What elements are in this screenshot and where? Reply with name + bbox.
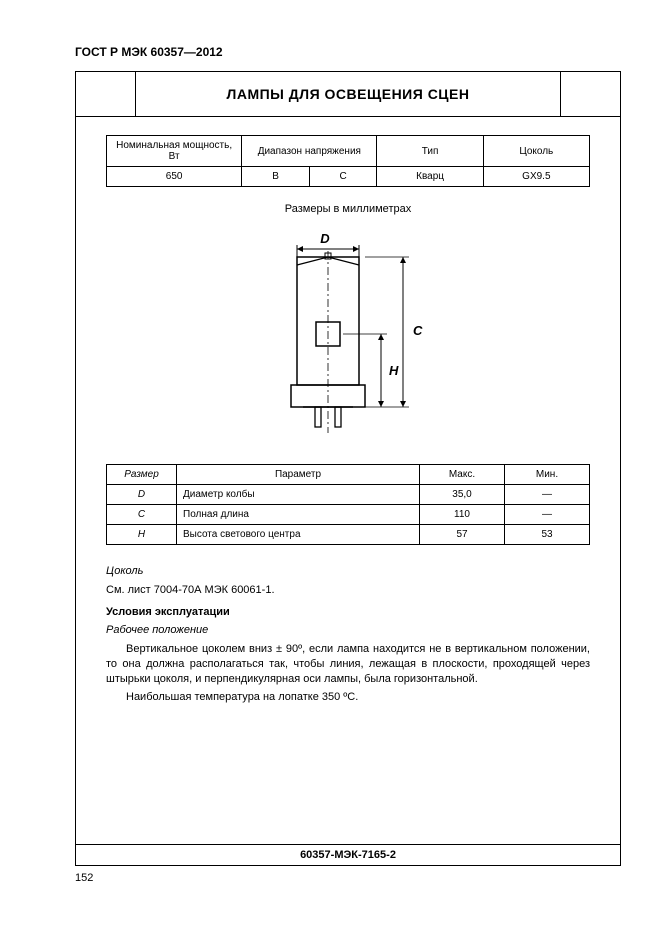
document-header: ГОСТ Р МЭК 60357—2012 — [75, 45, 621, 59]
sizes-table: Размер Параметр Макс. Мин. D Диаметр кол… — [106, 464, 590, 545]
temperature-paragraph: Наибольшая температура на лопатке 350 ºС… — [106, 690, 590, 705]
spec-cap: GX9.5 — [483, 167, 589, 187]
table-row: Номинальная мощность, Вт Диапазон напряж… — [107, 136, 590, 167]
table-row: H Высота светового центра 57 53 — [107, 525, 590, 545]
size-hdr-1: Параметр — [177, 465, 420, 485]
table-row: C Полная длина 110 — — [107, 505, 590, 525]
size-param: Диаметр колбы — [177, 485, 420, 505]
title-spacer-left — [76, 72, 136, 116]
size-min: 53 — [505, 525, 590, 545]
position-paragraph: Вертикальное цоколем вниз ± 90º, если ла… — [106, 642, 590, 687]
section-conditions-heading: Условия эксплуатации — [106, 606, 590, 618]
spec-voltage-b: B — [242, 167, 310, 187]
size-max: 35,0 — [420, 485, 505, 505]
size-hdr-0: Размер — [107, 465, 177, 485]
spec-header-cap: Цоколь — [483, 136, 589, 167]
page-title: ЛАМПЫ ДЛЯ ОСВЕЩЕНИЯ СЦЕН — [136, 72, 560, 116]
spec-header-power: Номинальная мощность, Вт — [107, 136, 242, 167]
title-row: ЛАМПЫ ДЛЯ ОСВЕЩЕНИЯ СЦЕН — [76, 72, 620, 117]
section-cap-heading: Цоколь — [106, 565, 590, 577]
table-row: D Диаметр колбы 35,0 — — [107, 485, 590, 505]
size-max: 57 — [420, 525, 505, 545]
spec-power: 650 — [107, 167, 242, 187]
size-hdr-2: Макс. — [420, 465, 505, 485]
size-min: — — [505, 485, 590, 505]
spec-header-voltage: Диапазон напряжения — [242, 136, 377, 167]
size-hdr-3: Мин. — [505, 465, 590, 485]
size-sym: H — [107, 525, 177, 545]
title-spacer-right — [560, 72, 620, 116]
page-number: 152 — [75, 872, 621, 884]
section-position-heading: Рабочее положение — [106, 624, 590, 636]
spec-type: Кварц — [377, 167, 483, 187]
dimensions-caption: Размеры в миллиметрах — [106, 203, 590, 215]
diagram-label-c: C — [413, 323, 423, 338]
spec-header-type: Тип — [377, 136, 483, 167]
size-max: 110 — [420, 505, 505, 525]
spec-voltage-c: C — [309, 167, 377, 187]
table-row: Размер Параметр Макс. Мин. — [107, 465, 590, 485]
diagram-label-h: H — [389, 363, 399, 378]
text-section: Цоколь См. лист 7004-70А МЭК 60061-1. Ус… — [106, 545, 590, 705]
footer-code: 60357-МЭК-7165-2 — [76, 844, 620, 865]
size-min: — — [505, 505, 590, 525]
size-param: Полная длина — [177, 505, 420, 525]
lamp-diagram: D — [106, 227, 590, 450]
table-row: 650 B C Кварц GX9.5 — [107, 167, 590, 187]
specification-table: Номинальная мощность, Вт Диапазон напряж… — [106, 135, 590, 187]
cap-reference: См. лист 7004-70А МЭК 60061-1. — [106, 583, 590, 598]
size-param: Высота светового центра — [177, 525, 420, 545]
size-sym: D — [107, 485, 177, 505]
main-frame: ЛАМПЫ ДЛЯ ОСВЕЩЕНИЯ СЦЕН Номинальная мощ… — [75, 71, 621, 866]
size-sym: C — [107, 505, 177, 525]
diagram-label-d: D — [320, 231, 330, 246]
